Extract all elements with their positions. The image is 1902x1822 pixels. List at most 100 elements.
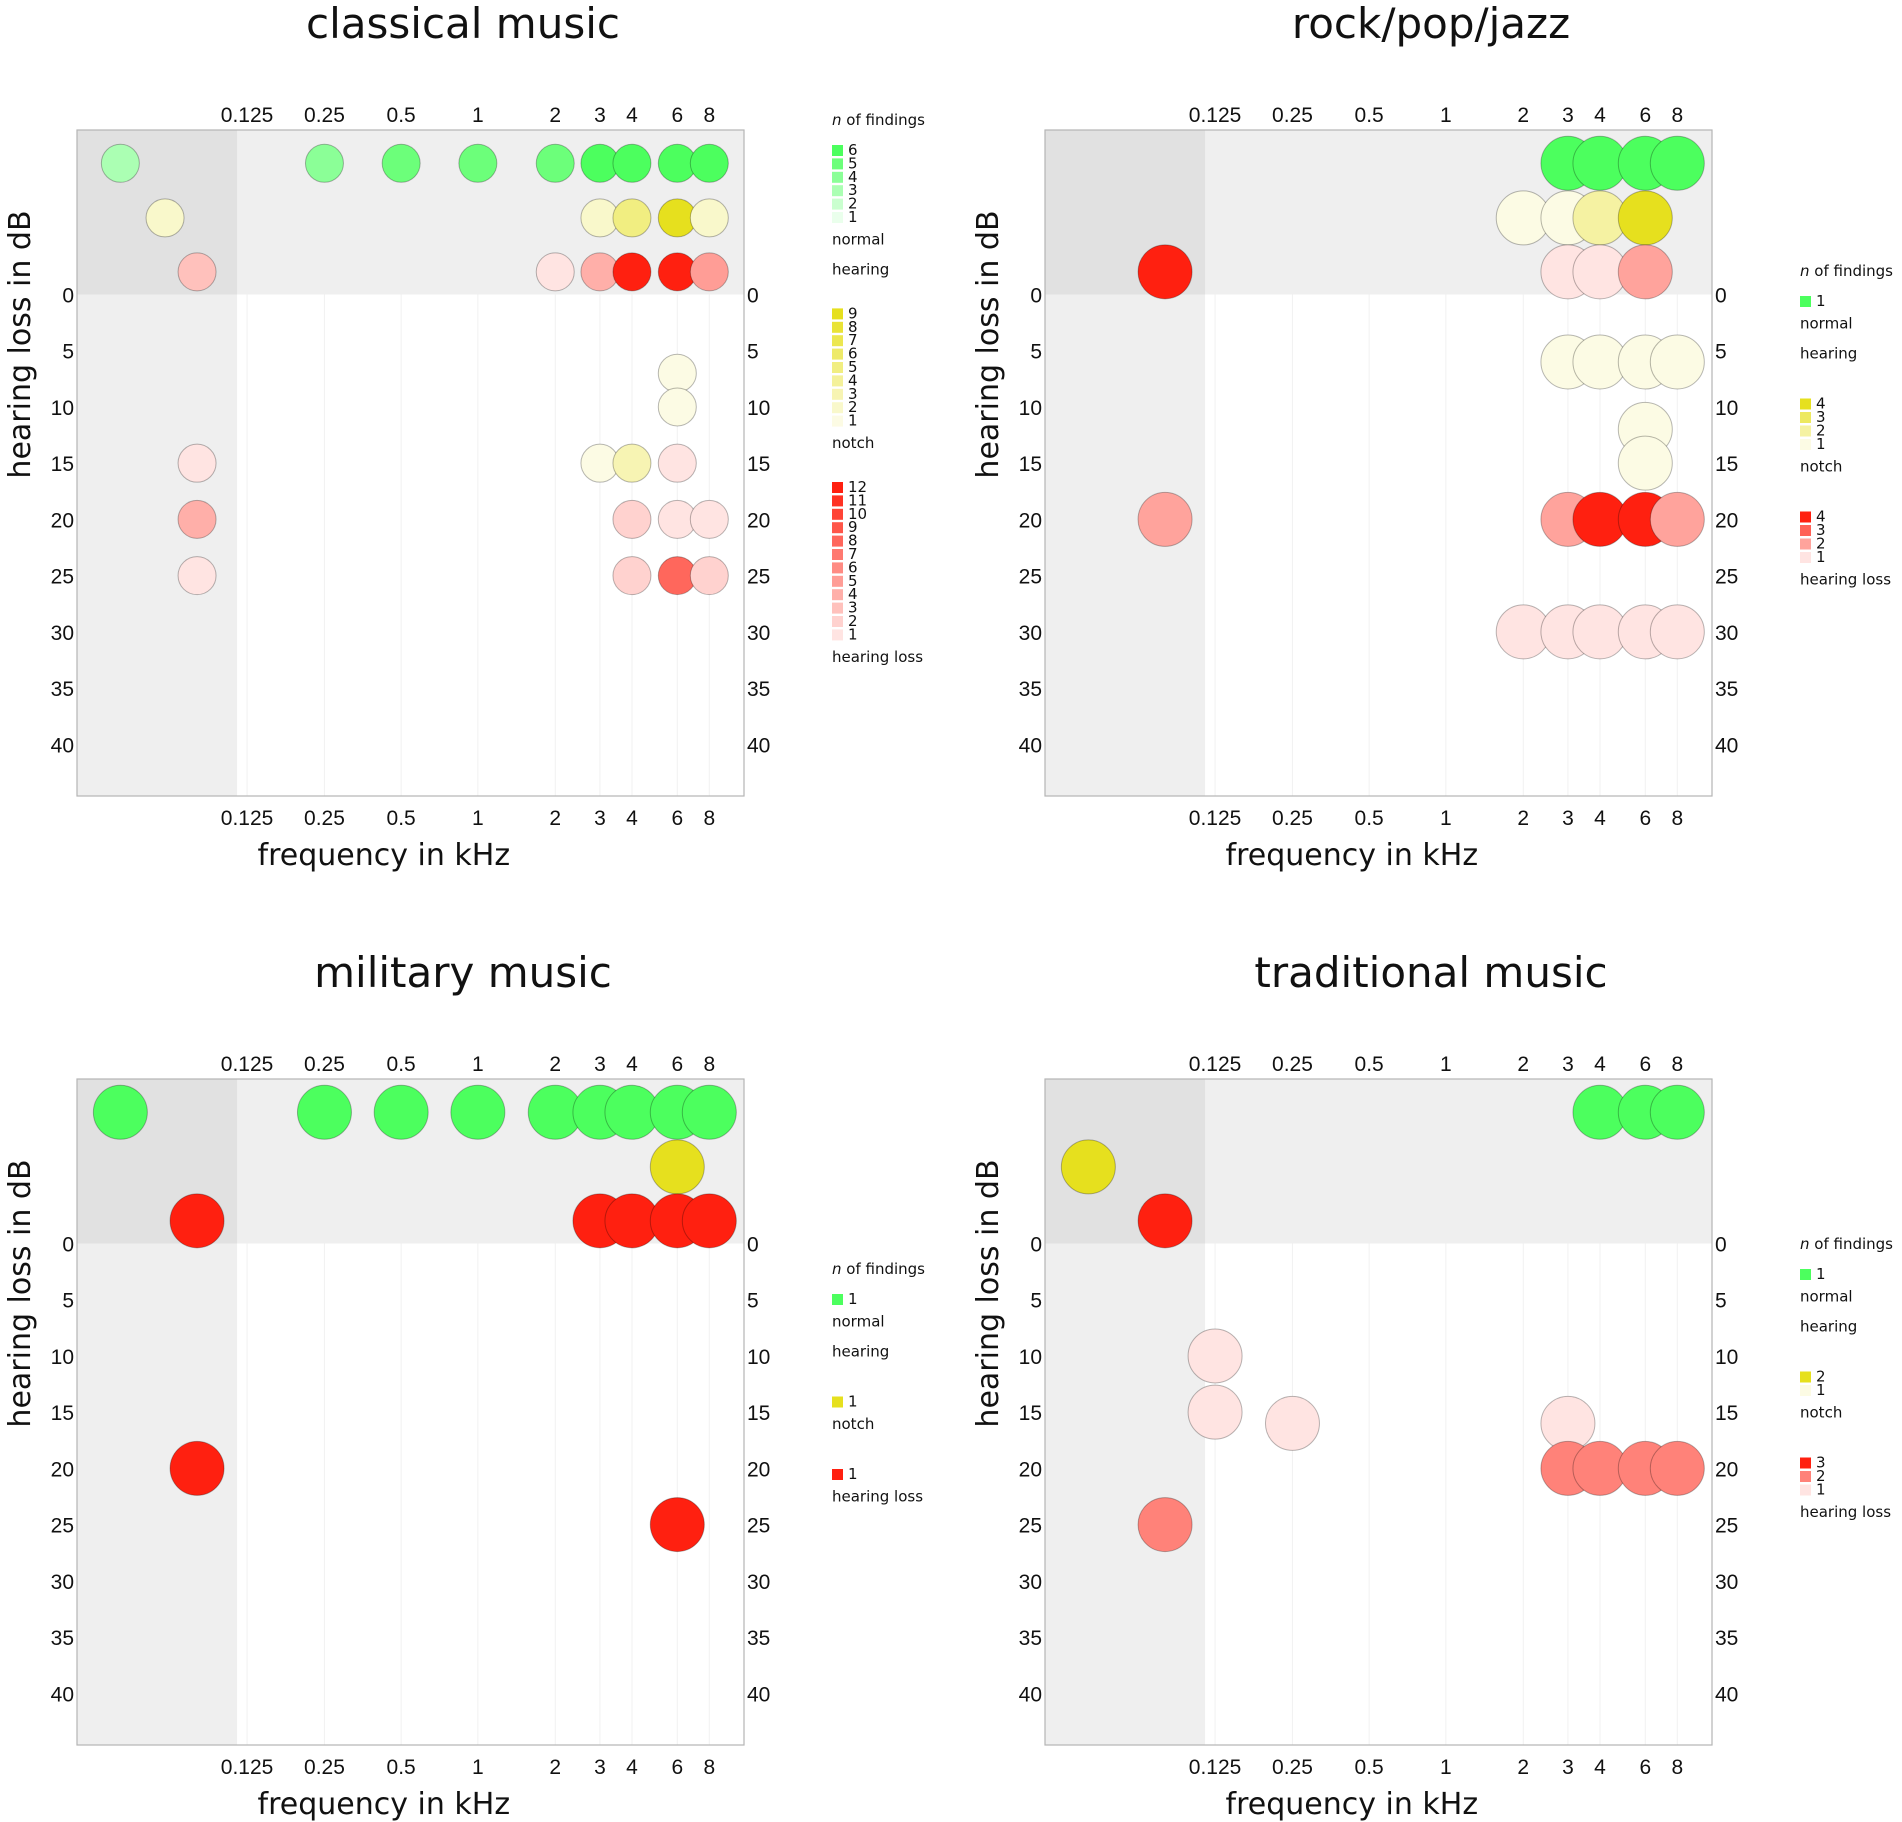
x-axis-label: frequency in kHz <box>1226 1787 1479 1822</box>
y-tick-label-right: 35 <box>1715 1627 1738 1650</box>
legend-level: 6 <box>848 345 858 363</box>
legend-swatch-loss <box>1800 511 1811 523</box>
legend-swatch-notch <box>832 415 843 427</box>
bubble-normal <box>1649 135 1705 191</box>
y-tick-label-right: 15 <box>1715 453 1738 476</box>
legend-swatch-notch <box>1800 1385 1811 1396</box>
y-tick-label-left: 40 <box>51 1683 74 1706</box>
y-tick-label-right: 35 <box>1715 678 1738 701</box>
y-tick-label-left: 0 <box>62 285 74 308</box>
legend-swatch-notch <box>832 1396 843 1408</box>
x-tick-label-top: 8 <box>703 104 715 127</box>
legend-title: n of findings <box>1800 1235 1893 1253</box>
x-tick-label-bottom: 4 <box>1594 1756 1606 1779</box>
bubble-loss <box>1264 1395 1320 1451</box>
x-tick-label-top: 0.25 <box>1272 104 1313 127</box>
y-tick-label-right: 10 <box>1715 397 1738 420</box>
legend-swatch-normal <box>1800 296 1811 307</box>
legend-title-n: n <box>1800 1235 1810 1253</box>
chart-title: rock/pop/jazz <box>1292 0 1570 48</box>
chart-title: classical music <box>306 0 620 48</box>
chart-panel-3: military music 0.125 0.125 0.25 0.25 0.5 0.5 1 1… <box>3 948 925 1822</box>
bubble-loss <box>535 252 575 292</box>
legend-label-normal: hearing <box>832 260 889 278</box>
x-axis-label: frequency in kHz <box>258 1787 511 1822</box>
y-tick-label-left: 30 <box>1019 622 1042 645</box>
legend-level: 1 <box>848 625 858 643</box>
bubble-notch <box>657 387 697 427</box>
y-tick-label-left: 30 <box>51 622 74 645</box>
legend: n of findings 1 normal hearing 1 notch 1 hearin… <box>832 1260 925 1506</box>
legend-swatch-notch <box>832 308 843 320</box>
bubble-loss <box>169 1440 225 1496</box>
x-tick-label-top: 8 <box>1671 104 1683 127</box>
chart-panel-2: rock/pop/jazz0.1250.1250.250.250.50.5112… <box>971 0 1893 873</box>
legend-swatch-normal <box>832 198 843 210</box>
y-tick-label-left: 20 <box>51 509 74 532</box>
plot-frame <box>76 1078 745 1746</box>
legend-label-notch: notch <box>1800 1404 1842 1422</box>
x-tick-label-bottom: 0.5 <box>387 807 416 830</box>
legend-swatch-notch <box>832 388 843 400</box>
y-tick-label-right: 5 <box>747 341 759 364</box>
legend-level: 2 <box>848 398 858 416</box>
bubble-loss <box>649 1497 705 1553</box>
legend-level: 2 <box>848 612 858 630</box>
x-tick-label-top: 0.25 <box>1272 1053 1313 1076</box>
y-tick-label-right: 0 <box>1715 285 1727 308</box>
legend-swatch-loss <box>832 495 843 507</box>
legend-level: 1 <box>1816 292 1826 310</box>
x-tick-label-top: 0.125 <box>1189 1053 1242 1076</box>
legend-title-suffix: of findings <box>842 1260 926 1278</box>
bubble-loss <box>1187 1328 1243 1384</box>
y-tick-label-left: 10 <box>51 1346 74 1369</box>
x-tick-label-bottom: 0.25 <box>304 1756 345 1779</box>
x-axis-label: frequency in kHz <box>1226 838 1479 873</box>
legend-swatch-loss <box>1800 552 1811 563</box>
legend-level: 1 <box>1816 1481 1826 1499</box>
bubble-loss <box>689 556 729 596</box>
x-tick-label-bottom: 8 <box>1671 1756 1683 1779</box>
bubble-loss <box>169 1193 225 1249</box>
legend-label-normal: normal <box>1800 1288 1853 1306</box>
x-tick-label-top: 2 <box>549 104 561 127</box>
legend-swatch-notch <box>1800 425 1811 437</box>
x-tick-label-top: 0.5 <box>387 104 416 127</box>
y-tick-label-right: 5 <box>1715 1290 1727 1313</box>
x-tick-label-top: 1 <box>1440 1053 1452 1076</box>
low-freq-band <box>77 294 238 796</box>
y-tick-label-left: 20 <box>1019 1458 1042 1481</box>
x-tick-label-top: 0.5 <box>1355 104 1384 127</box>
y-tick-label-left: 35 <box>1019 678 1042 701</box>
bubble-notch <box>1060 1139 1116 1195</box>
y-tick-label-right: 15 <box>1715 1402 1738 1425</box>
y-tick-label-right: 20 <box>747 1458 770 1481</box>
x-tick-label-bottom: 0.25 <box>1272 1756 1313 1779</box>
x-tick-label-top: 2 <box>549 1053 561 1076</box>
x-tick-label-bottom: 8 <box>1671 807 1683 830</box>
legend-level: 4 <box>1816 508 1826 526</box>
legend-level: 2 <box>848 195 858 213</box>
y-tick-label-right: 25 <box>747 1515 770 1538</box>
legend-swatch-normal <box>832 1294 843 1305</box>
y-tick-label-right: 40 <box>1715 734 1738 757</box>
x-tick-label-bottom: 2 <box>1517 1756 1529 1779</box>
y-tick-label-left: 35 <box>51 1627 74 1650</box>
bubble-loss <box>177 443 217 483</box>
y-tick-label-left: 0 <box>1030 285 1042 308</box>
x-tick-label-top: 3 <box>1562 104 1574 127</box>
bubble-loss <box>689 499 729 539</box>
y-tick-label-left: 40 <box>51 734 74 757</box>
y-tick-label-right: 30 <box>747 622 770 645</box>
bubble-loss <box>612 252 652 292</box>
y-tick-label-right: 10 <box>747 397 770 420</box>
x-tick-label-top: 8 <box>1671 1053 1683 1076</box>
y-tick-label-right: 20 <box>1715 1458 1738 1481</box>
legend-label-loss: hearing loss <box>1800 1503 1891 1521</box>
x-tick-label-bottom: 0.125 <box>1189 1756 1242 1779</box>
x-tick-label-bottom: 6 <box>1639 1756 1651 1779</box>
legend-label-loss: hearing loss <box>832 1488 923 1506</box>
y-tick-label-left: 15 <box>1019 1402 1042 1425</box>
x-tick-label-top: 4 <box>626 1053 638 1076</box>
